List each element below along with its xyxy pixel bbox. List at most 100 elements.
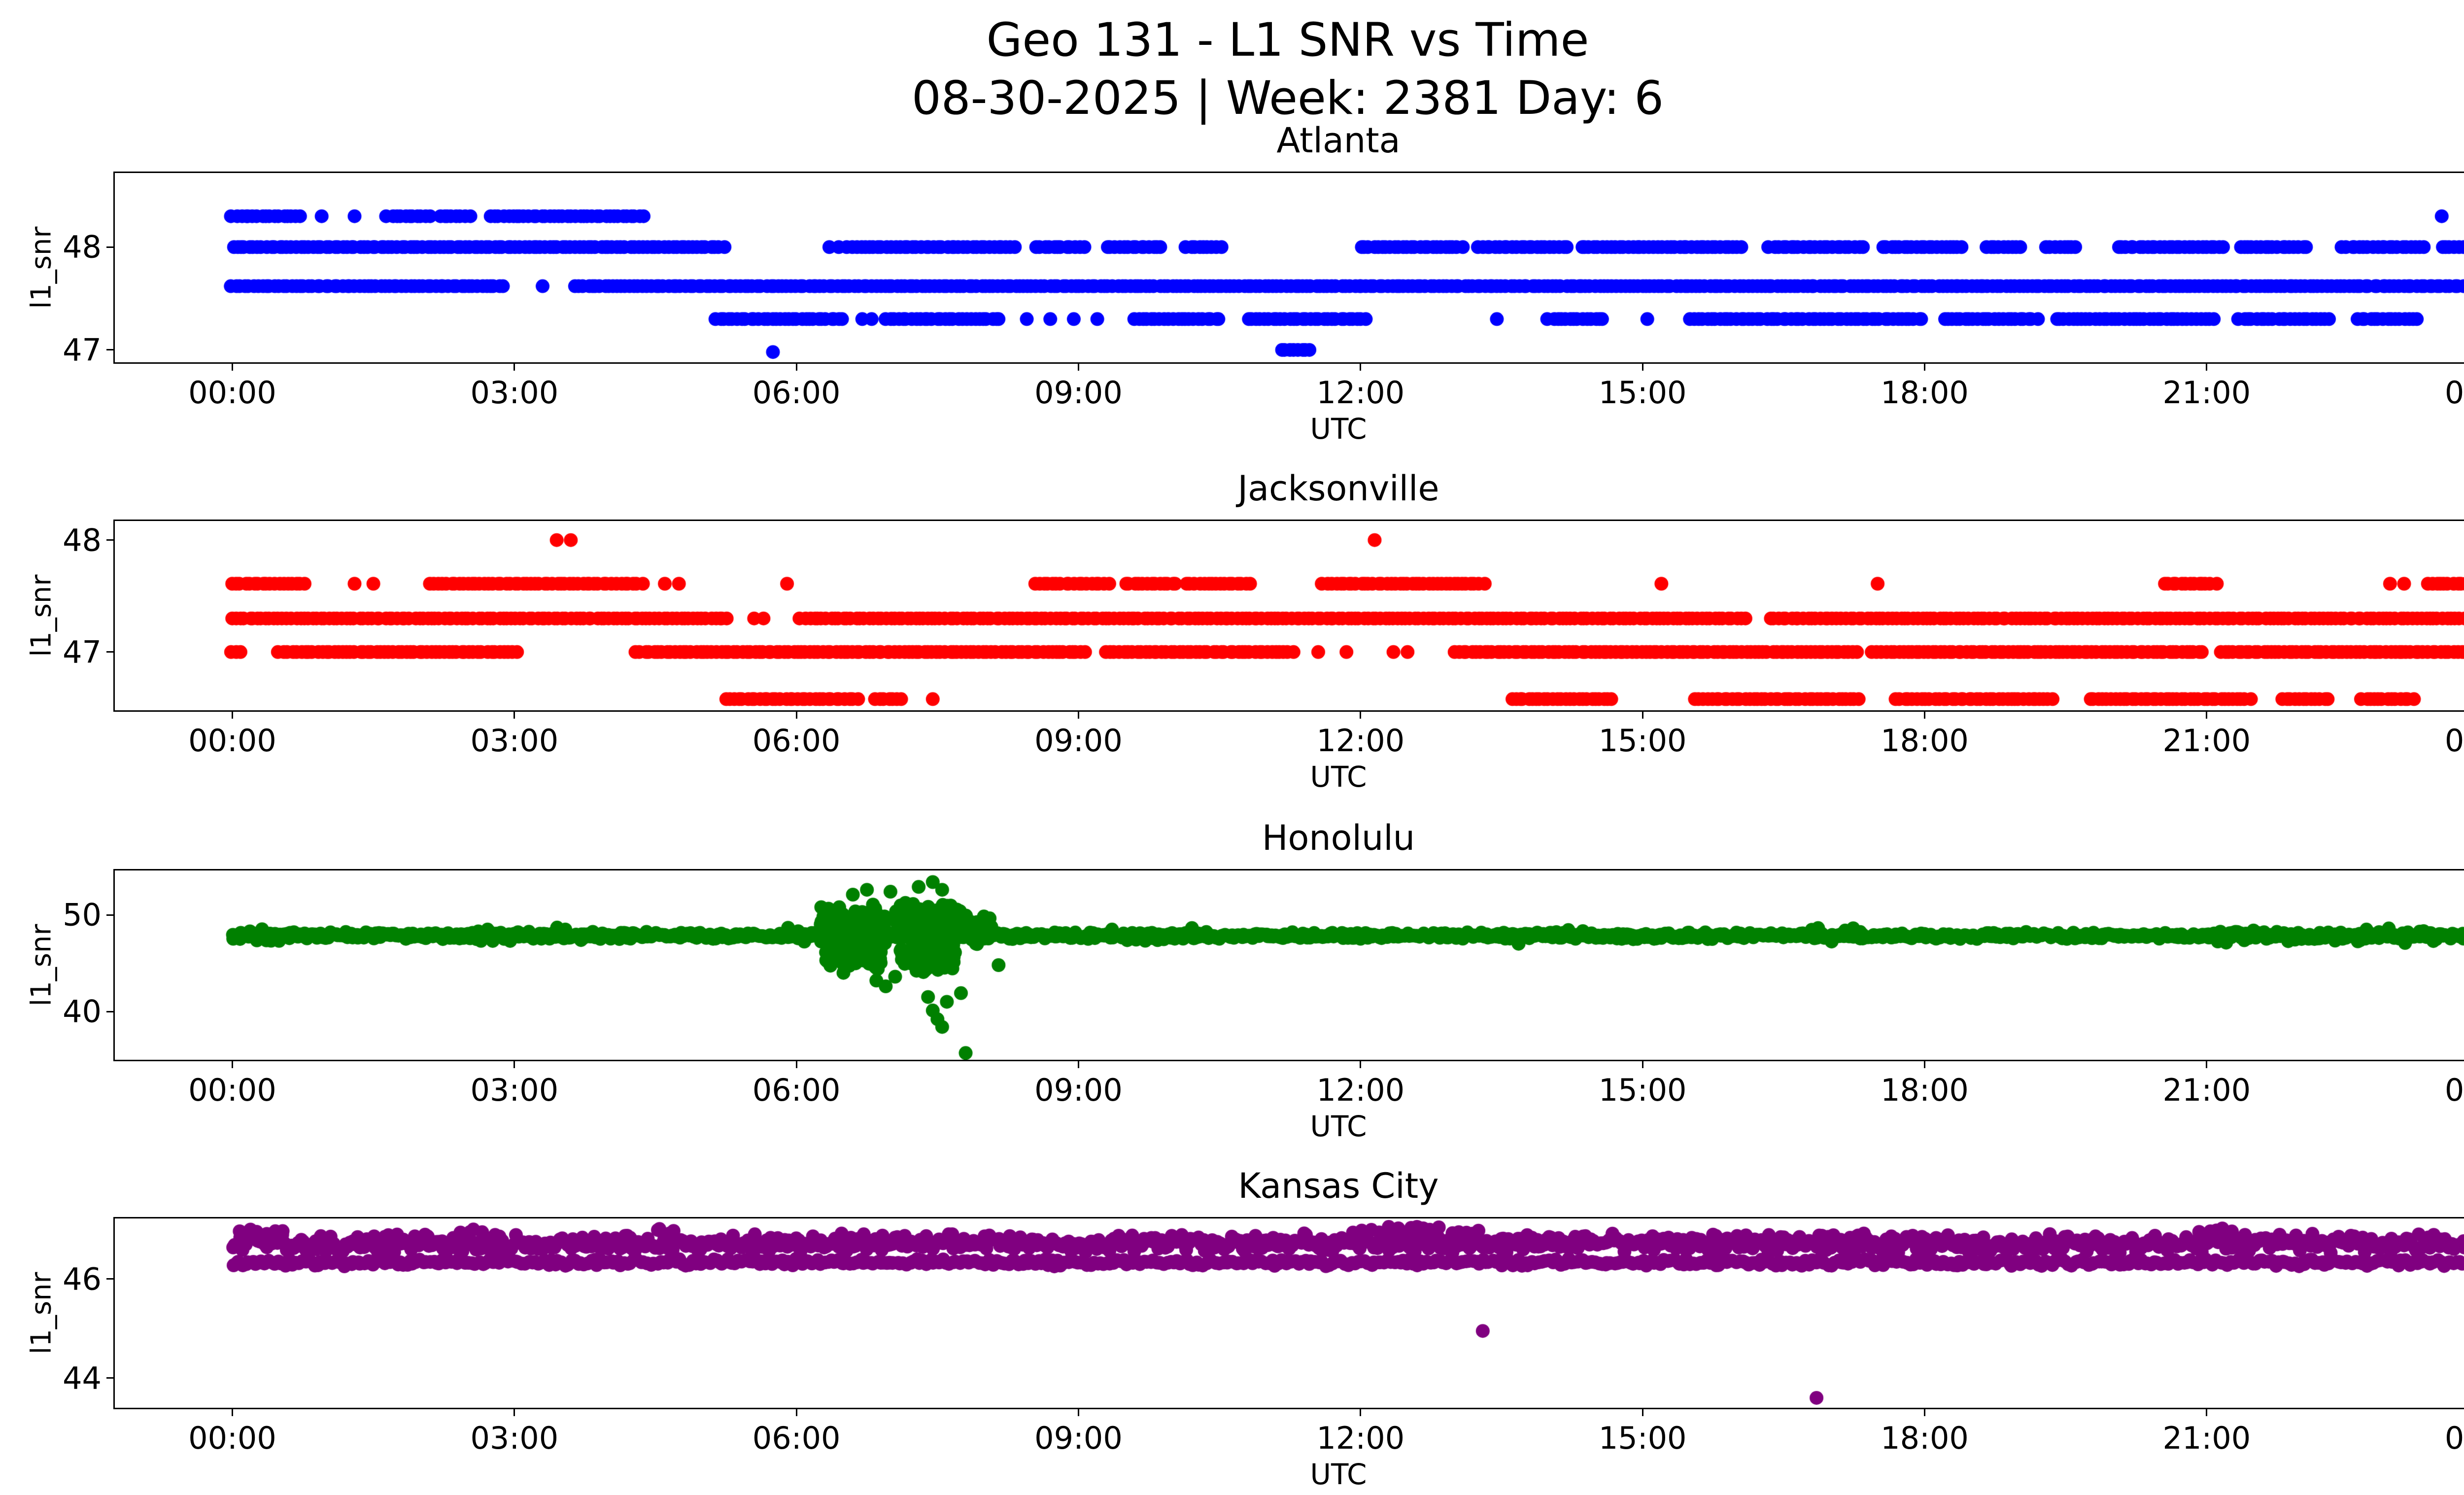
y-tick-label: 48 bbox=[63, 229, 102, 265]
y-tick-mark bbox=[106, 539, 113, 541]
y-tick-mark bbox=[106, 1278, 113, 1280]
y-tick-mark bbox=[106, 651, 113, 653]
scatter-canvas-atlanta bbox=[115, 173, 2464, 362]
x-tick-mark bbox=[795, 712, 797, 719]
x-tick-label: 21:00 bbox=[2162, 375, 2251, 411]
x-axis-label: UTC bbox=[1310, 412, 1367, 446]
x-tick-label: 21:00 bbox=[2162, 723, 2251, 759]
x-tick-label: 03:00 bbox=[470, 1420, 559, 1456]
x-tick-label: 00:00 bbox=[188, 375, 276, 411]
plot-area-jacksonville bbox=[113, 520, 2464, 712]
x-tick-mark bbox=[1077, 364, 1079, 371]
x-tick-mark bbox=[231, 364, 233, 371]
x-tick-mark bbox=[2206, 1409, 2208, 1416]
scatter-canvas-kansas-city bbox=[115, 1218, 2464, 1408]
x-tick-mark bbox=[1360, 712, 1362, 719]
x-tick-mark bbox=[513, 712, 515, 719]
x-tick-mark bbox=[1077, 1409, 1079, 1416]
x-tick-label: 12:00 bbox=[1316, 1420, 1405, 1456]
x-tick-mark bbox=[1924, 712, 1925, 719]
subplot-atlanta: Atlanta l1_snr UTC 00:00 03:00 06:00 09:00 1… bbox=[0, 120, 2464, 465]
x-tick-label: 00:00 bbox=[2444, 1420, 2464, 1456]
x-tick-label: 09:00 bbox=[1034, 1072, 1123, 1108]
subplot-title-atlanta: Atlanta bbox=[1276, 120, 1401, 161]
x-tick-mark bbox=[1642, 1409, 1643, 1416]
y-tick-label: 40 bbox=[63, 993, 102, 1030]
x-tick-mark bbox=[1642, 712, 1643, 719]
x-tick-label: 15:00 bbox=[1598, 1072, 1687, 1108]
x-tick-label: 06:00 bbox=[752, 375, 841, 411]
x-tick-label: 15:00 bbox=[1598, 723, 1687, 759]
x-tick-label: 00:00 bbox=[188, 1420, 276, 1456]
x-tick-label: 03:00 bbox=[470, 723, 559, 759]
y-tick-mark bbox=[106, 349, 113, 351]
x-tick-mark bbox=[2206, 712, 2208, 719]
x-tick-mark bbox=[1360, 1409, 1362, 1416]
x-tick-label: 18:00 bbox=[1881, 1420, 1969, 1456]
y-axis-label: l1_snr bbox=[25, 1272, 58, 1355]
y-tick-mark bbox=[106, 1010, 113, 1012]
x-tick-label: 03:00 bbox=[470, 375, 559, 411]
x-tick-mark bbox=[231, 712, 233, 719]
x-tick-mark bbox=[1924, 1409, 1925, 1416]
x-tick-mark bbox=[1360, 364, 1362, 371]
y-tick-mark bbox=[106, 246, 113, 248]
x-tick-label: 18:00 bbox=[1881, 1072, 1969, 1108]
x-tick-mark bbox=[1642, 364, 1643, 371]
x-tick-label: 15:00 bbox=[1598, 375, 1687, 411]
x-tick-label: 18:00 bbox=[1881, 723, 1969, 759]
x-axis-label: UTC bbox=[1310, 1110, 1367, 1143]
x-tick-mark bbox=[795, 1061, 797, 1068]
y-tick-label: 47 bbox=[63, 634, 102, 670]
x-tick-label: 12:00 bbox=[1316, 375, 1405, 411]
y-tick-mark bbox=[106, 914, 113, 916]
x-tick-mark bbox=[1924, 1061, 1925, 1068]
x-tick-mark bbox=[2206, 364, 2208, 371]
y-tick-label: 44 bbox=[63, 1360, 102, 1396]
y-tick-label: 48 bbox=[63, 522, 102, 558]
y-tick-label: 46 bbox=[63, 1261, 102, 1297]
x-tick-mark bbox=[795, 1409, 797, 1416]
plot-area-atlanta bbox=[113, 172, 2464, 364]
x-tick-label: 00:00 bbox=[2444, 1072, 2464, 1108]
x-tick-label: 12:00 bbox=[1316, 1072, 1405, 1108]
x-tick-label: 00:00 bbox=[2444, 723, 2464, 759]
x-tick-label: 03:00 bbox=[470, 1072, 559, 1108]
subplot-jacksonville: Jacksonville l1_snr UTC 00:00 03:00 06:00 0… bbox=[0, 468, 2464, 813]
x-tick-label: 06:00 bbox=[752, 1072, 841, 1108]
x-tick-label: 09:00 bbox=[1034, 1420, 1123, 1456]
subplot-kansas-city: Kansas City l1_snr UTC 00:00 03:00 06:00 09… bbox=[0, 1165, 2464, 1495]
x-tick-mark bbox=[231, 1061, 233, 1068]
x-tick-label: 00:00 bbox=[188, 1072, 276, 1108]
x-tick-label: 00:00 bbox=[188, 723, 276, 759]
y-axis-label: l1_snr bbox=[25, 924, 58, 1007]
plot-area-honolulu bbox=[113, 869, 2464, 1061]
x-tick-label: 00:00 bbox=[2444, 375, 2464, 411]
x-tick-mark bbox=[1642, 1061, 1643, 1068]
scatter-canvas-honolulu bbox=[115, 870, 2464, 1060]
x-tick-mark bbox=[513, 1061, 515, 1068]
x-tick-label: 06:00 bbox=[752, 723, 841, 759]
figure-title: Geo 131 - L1 SNR vs Time bbox=[986, 13, 1589, 67]
y-tick-label: 50 bbox=[63, 897, 102, 933]
x-tick-mark bbox=[2206, 1061, 2208, 1068]
y-tick-label: 47 bbox=[63, 332, 102, 368]
x-tick-label: 09:00 bbox=[1034, 375, 1123, 411]
x-tick-mark bbox=[231, 1409, 233, 1416]
x-tick-label: 09:00 bbox=[1034, 723, 1123, 759]
x-tick-label: 21:00 bbox=[2162, 1072, 2251, 1108]
x-tick-label: 21:00 bbox=[2162, 1420, 2251, 1456]
y-axis-label: l1_snr bbox=[25, 574, 58, 657]
subplot-honolulu: Honolulu l1_snr UTC 00:00 03:00 06:00 09:00… bbox=[0, 817, 2464, 1162]
x-tick-label: 18:00 bbox=[1881, 375, 1969, 411]
subplot-title-kansas-city: Kansas City bbox=[1238, 1166, 1439, 1206]
x-axis-label: UTC bbox=[1310, 760, 1367, 794]
y-axis-label: l1_snr bbox=[25, 226, 58, 309]
x-tick-mark bbox=[513, 1409, 515, 1416]
scatter-canvas-jacksonville bbox=[115, 521, 2464, 710]
x-tick-mark bbox=[1077, 712, 1079, 719]
x-tick-mark bbox=[513, 364, 515, 371]
figure-subtitle: 08-30-2025 | Week: 2381 Day: 6 bbox=[911, 71, 1664, 125]
x-tick-mark bbox=[1924, 364, 1925, 371]
